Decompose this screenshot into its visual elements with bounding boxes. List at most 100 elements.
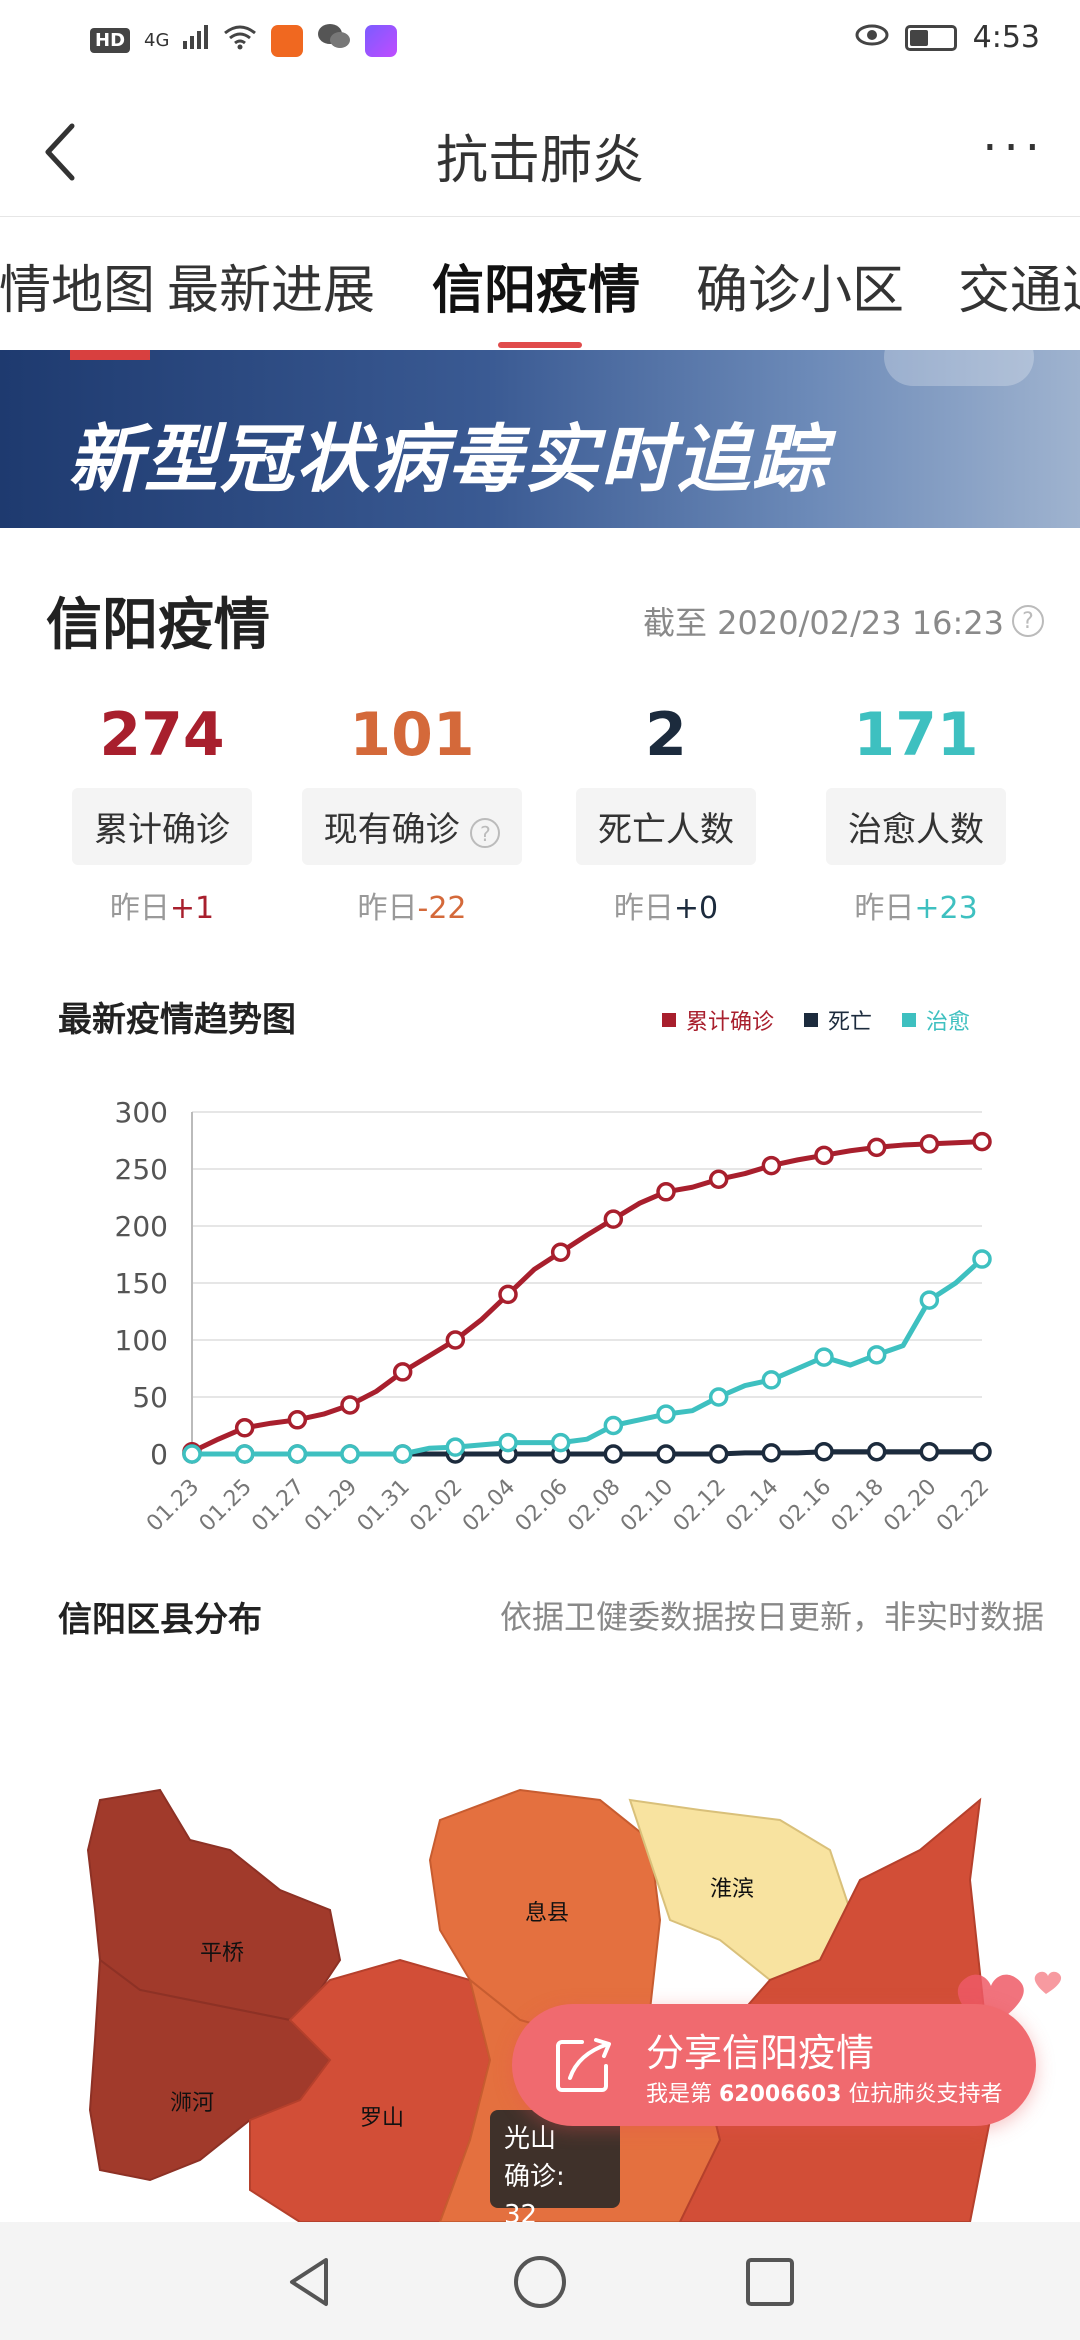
stat-yesterday-delta: +0: [673, 891, 719, 926]
x-tick-label: 02.14: [721, 1475, 783, 1537]
stat-yesterday-prefix: 昨日: [854, 891, 915, 926]
data-point: [603, 1209, 624, 1229]
help-icon[interactable]: ?: [470, 818, 501, 848]
tab-latest-progress[interactable]: 最新进展: [167, 261, 376, 321]
x-tick-label: 01.25: [195, 1475, 257, 1537]
x-tick-label: 02.20: [879, 1475, 941, 1537]
map-label-luoshan: 罗山: [360, 2106, 404, 2131]
tooltip-region: 光山: [504, 2124, 557, 2154]
x-tick-label: 02.16: [774, 1475, 836, 1537]
x-tick-label: 01.23: [142, 1475, 204, 1537]
y-tick-label: 0: [150, 1438, 168, 1471]
y-tick-label: 200: [115, 1210, 168, 1243]
data-point: [603, 1444, 624, 1464]
data-point: [392, 1444, 413, 1464]
stat-label: 治愈人数: [826, 788, 1006, 865]
tracking-banner[interactable]: 新型冠状病毒实时追踪: [0, 350, 1080, 528]
legend-swatch: [803, 1013, 818, 1027]
data-point: [340, 1444, 360, 1464]
data-point: [340, 1395, 360, 1415]
map-label-pingqiao: 平桥: [200, 1941, 244, 1966]
as-of-text: 截至 2020/02/23 16:23: [642, 604, 1004, 642]
banner-pill: [884, 350, 1034, 386]
help-icon[interactable]: ?: [1012, 605, 1044, 637]
status-bar: HD 4G 4:53: [0, 0, 1080, 84]
signal-icon: [183, 25, 209, 56]
active-tab-indicator: [498, 342, 582, 348]
data-point: [814, 1347, 834, 1367]
x-tick-label: 02.08: [563, 1475, 625, 1537]
x-tick-label: 02.12: [669, 1475, 731, 1537]
more-options-button[interactable]: ···: [982, 120, 1046, 176]
tab-xinyang-epidemic[interactable]: 信阳疫情: [432, 261, 641, 321]
nav-recents-icon[interactable]: [740, 2252, 800, 2312]
data-point: [708, 1387, 729, 1407]
legend-item-recovered[interactable]: 治愈: [901, 1004, 970, 1036]
data-point: [234, 1444, 255, 1464]
stat-label[interactable]: 现有确诊 ?: [301, 788, 523, 865]
tab-confirmed-communities[interactable]: 确诊小区: [696, 261, 905, 321]
stat-value: 101: [349, 700, 475, 770]
share-prefix: 我是第: [646, 2082, 719, 2107]
map-label-xixian: 息县: [525, 1901, 569, 1926]
distribution-title: 信阳区县分布: [58, 1600, 262, 1640]
stat-label: 死亡人数: [576, 788, 756, 865]
stat-yesterday-delta: +23: [914, 891, 978, 926]
data-point: [445, 1330, 466, 1350]
x-tick-label: 02.06: [511, 1475, 573, 1537]
back-button[interactable]: [40, 114, 100, 184]
tab-traffic-tracking[interactable]: 交通追踪: [958, 261, 1080, 321]
stat-value: 2: [645, 700, 687, 770]
y-tick-label: 150: [115, 1267, 168, 1300]
summary-title: 信阳疫情: [46, 593, 270, 658]
share-button[interactable]: 分享信阳疫情 我是第 62006603 位抗肺炎支持者: [512, 2004, 1036, 2126]
stat-deaths: 2 死亡人数 昨日+0: [546, 700, 786, 927]
trend-chart[interactable]: 0 50 100 150 200 250 300 01.2301.2501.2701.2901…: [0, 1080, 1080, 1550]
app-notification-icon: [271, 24, 304, 57]
map-region-luoshan[interactable]: [249, 1958, 492, 2222]
map-label-huaibin: 淮滨: [710, 1877, 754, 1902]
x-tick-label: 02.04: [458, 1475, 520, 1537]
as-of-timestamp: 截至 2020/02/23 16:23 ?: [643, 598, 1044, 644]
data-point: [445, 1437, 466, 1457]
status-time: 4:53: [972, 20, 1040, 55]
hd-badge: HD: [90, 28, 131, 53]
data-point: [550, 1242, 571, 1262]
stat-yesterday-delta: +1: [169, 891, 215, 926]
battery-icon: [904, 24, 957, 51]
share-subtitle: 我是第 62006603 位抗肺炎支持者: [646, 2076, 1002, 2108]
stat-yesterday: 昨日-22: [292, 883, 532, 927]
data-point: [287, 1444, 308, 1464]
data-point: [603, 1415, 624, 1436]
data-point: [656, 1182, 676, 1202]
status-left: HD 4G: [90, 22, 398, 59]
data-point: [972, 1249, 992, 1269]
tab-bar: 疫情地图 最新进展 信阳疫情 确诊小区 交通追踪: [0, 216, 1080, 350]
banner-title: 新型冠状病毒实时追踪: [68, 417, 828, 503]
system-nav-bar: [0, 2222, 1080, 2340]
nav-home-icon[interactable]: [510, 2252, 570, 2312]
stat-label-text: 现有确诊: [323, 810, 460, 850]
wifi-icon: [223, 24, 257, 57]
data-point: [234, 1418, 255, 1438]
legend-item-deaths[interactable]: 死亡: [803, 1004, 872, 1036]
stat-yesterday: 昨日+23: [796, 883, 1036, 927]
y-tick-label: 250: [115, 1153, 168, 1186]
video-app-icon: [365, 24, 398, 57]
series-line-2: [192, 1257, 984, 1457]
stat-value: 274: [99, 700, 225, 770]
tab-epidemic-map[interactable]: 疫情地图: [0, 261, 156, 321]
data-point: [866, 1345, 887, 1365]
data-point: [287, 1410, 308, 1430]
data-point: [656, 1404, 676, 1424]
nav-back-icon[interactable]: [280, 2252, 340, 2312]
legend-item-confirmed[interactable]: 累计确诊: [661, 1004, 774, 1036]
data-point: [972, 1131, 992, 1152]
stat-yesterday: 昨日+1: [42, 883, 282, 927]
x-tick-label: 01.31: [353, 1475, 415, 1537]
share-icon: [556, 2038, 611, 2092]
network-indicator: 4G: [144, 30, 170, 51]
data-point: [498, 1432, 518, 1453]
chart-legend: 累计确诊 死亡 治愈: [661, 1004, 970, 1036]
stat-value: 171: [853, 700, 979, 770]
